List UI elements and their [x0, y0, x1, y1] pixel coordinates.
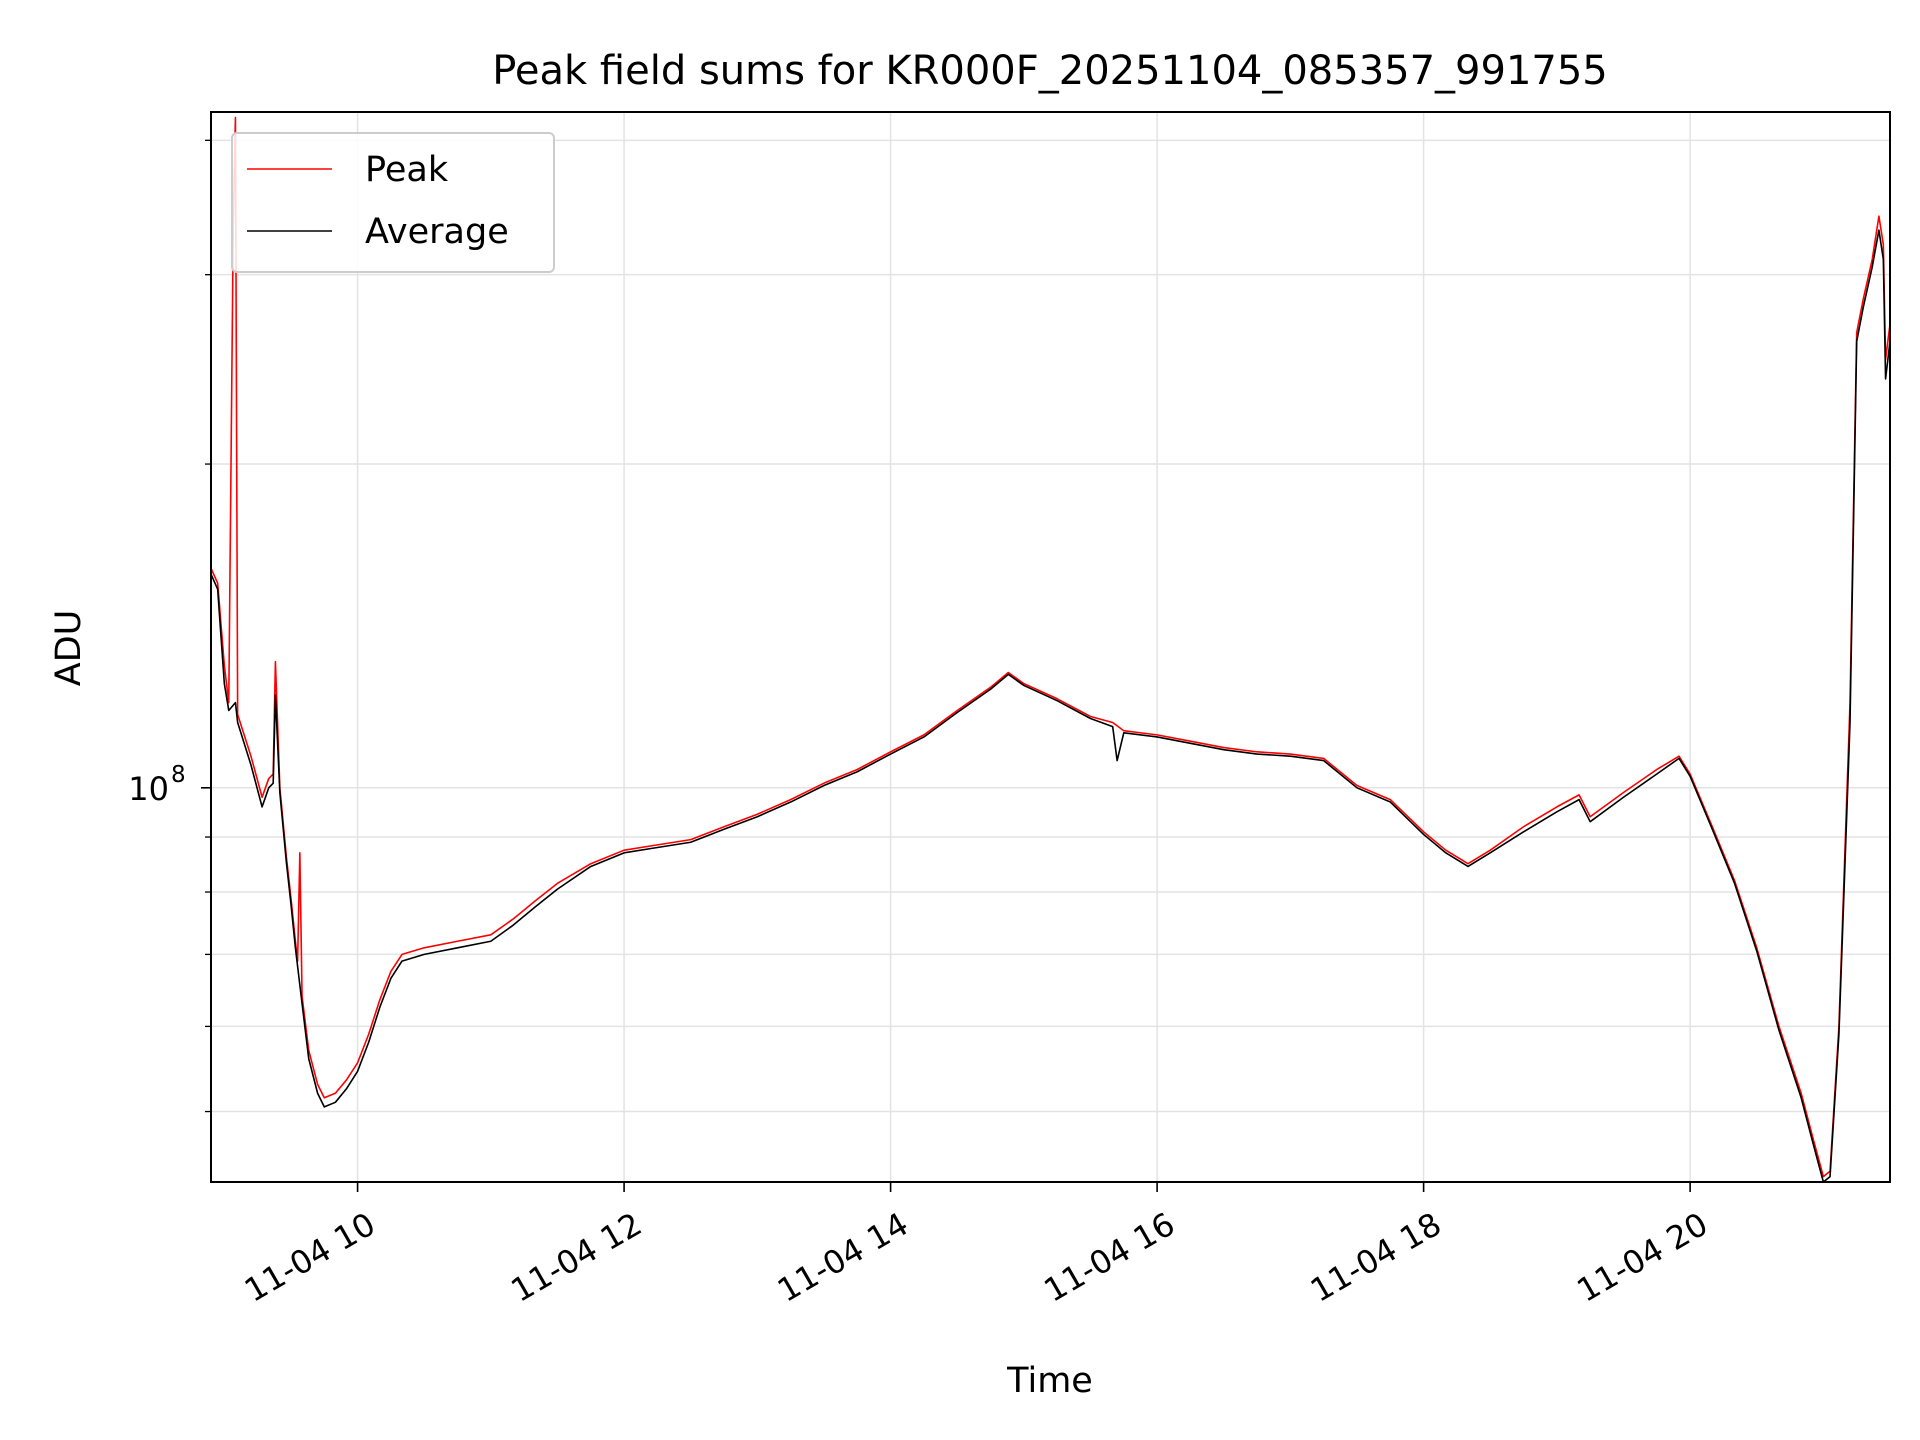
y-tick-exponent: 8 — [171, 762, 186, 788]
legend-entry-average: Average — [365, 212, 509, 252]
y-axis-label: ADU — [49, 610, 89, 687]
y-tick-label: 10 — [128, 770, 169, 808]
x-axis-label: Time — [1006, 1361, 1093, 1401]
legend-entry-peak: Peak — [365, 150, 449, 190]
grid — [211, 112, 1890, 1182]
plot-frame — [210, 111, 1891, 1183]
y-axis: 10 8 — [128, 139, 211, 1113]
chart-title: Peak field sums for KR000F_20251104_0853… — [492, 48, 1608, 94]
series-line-average — [210, 229, 1891, 1183]
legend: Peak Average — [231, 132, 555, 273]
legend-box — [231, 132, 555, 273]
series-layer — [210, 116, 1891, 1183]
